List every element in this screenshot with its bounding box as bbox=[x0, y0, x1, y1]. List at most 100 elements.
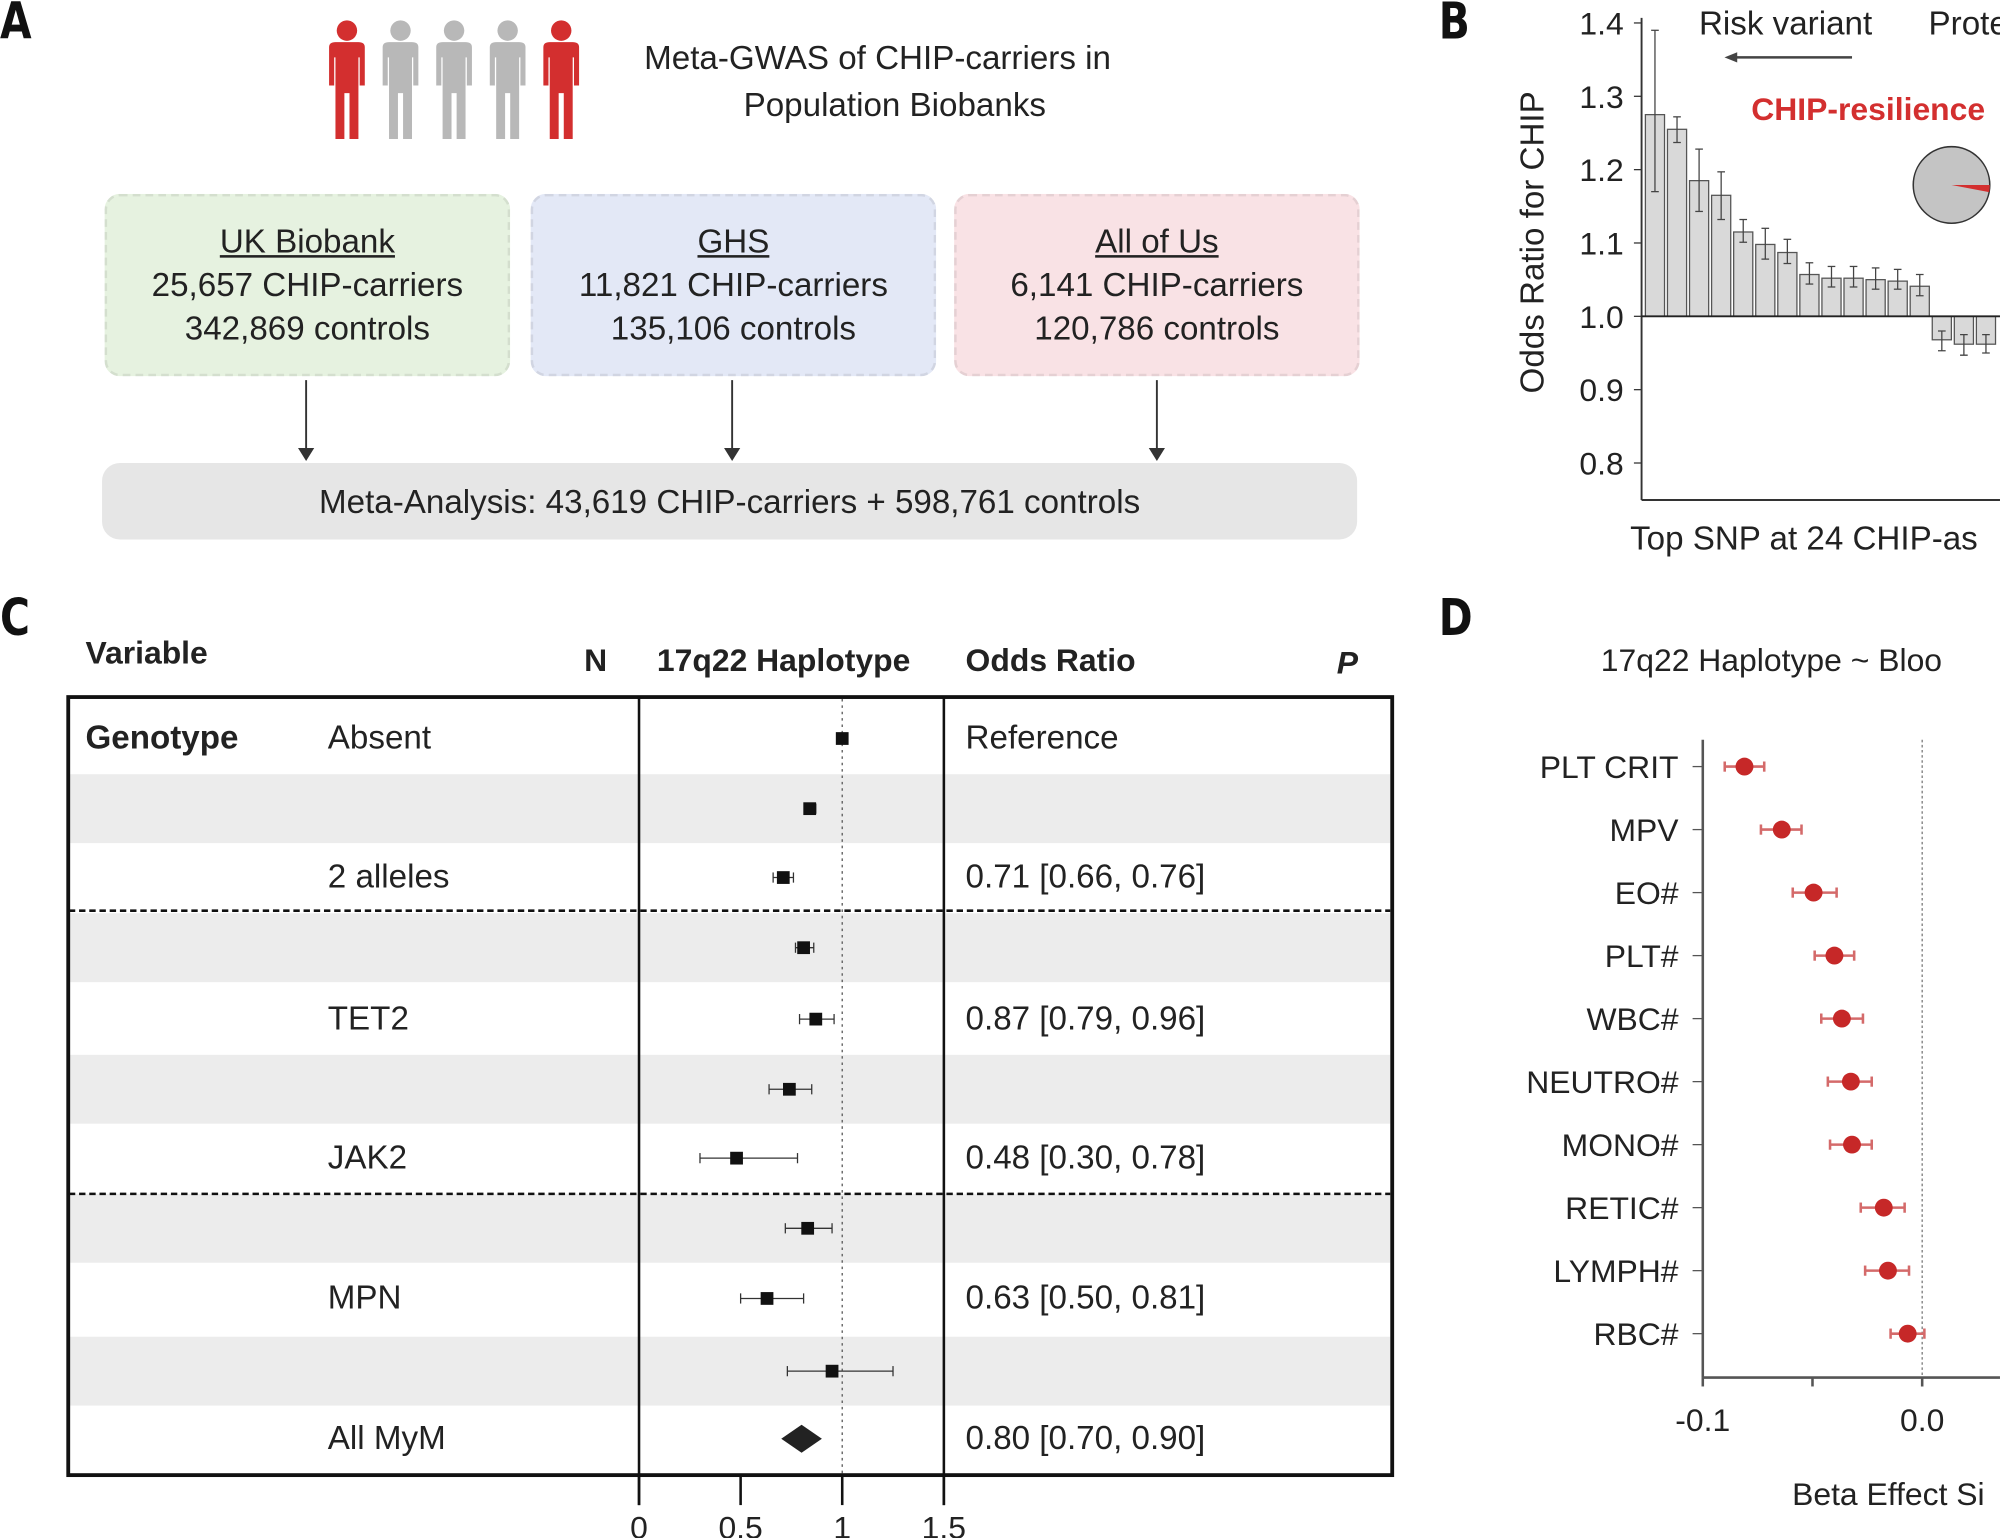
header-variable: Variable bbox=[85, 635, 208, 671]
panel-c-label: C bbox=[0, 589, 30, 648]
cohort-box-ghs: GHS 11,821 CHIP-carriers 135,106 control… bbox=[530, 193, 937, 377]
y-tick-label: 1.3 bbox=[1579, 79, 1623, 115]
panel-a-title-line-1: Meta-GWAS of CHIP-carriers in bbox=[644, 38, 1111, 77]
x-tick-label: 1 bbox=[833, 1509, 851, 1538]
bar bbox=[1733, 231, 1754, 317]
y-tick-label: 0.9 bbox=[1579, 372, 1623, 408]
row-odds-ratio: 0.80 [0.70, 0.90] bbox=[965, 1418, 1206, 1457]
panel-b-label: B bbox=[1438, 0, 1470, 52]
point-estimate bbox=[835, 732, 849, 745]
person-head bbox=[443, 20, 465, 41]
person-body bbox=[436, 42, 472, 140]
cohort-name: All of Us bbox=[1095, 221, 1219, 261]
effect-point bbox=[1735, 757, 1754, 776]
summary-diamond bbox=[781, 1424, 822, 1453]
row-label: Absent bbox=[327, 718, 432, 757]
point-estimate bbox=[783, 1082, 796, 1096]
y-tick-label: 1.2 bbox=[1579, 152, 1623, 188]
y-tick-label: EO# bbox=[1615, 875, 1679, 911]
panel-b-bar-chart: 1.4 1.3 1.2 1.1 1.0 0.9 0.8 Odds Ratio for CHIP… bbox=[1514, 5, 2000, 558]
person-head bbox=[497, 20, 518, 41]
row-odds-ratio: 0.87 [0.79, 0.96] bbox=[965, 998, 1206, 1037]
cohort-name: GHS bbox=[697, 221, 770, 261]
forest-plot: 0 0.5 1 1.5 bbox=[66, 695, 1395, 1538]
y-tick-label: MPV bbox=[1609, 812, 1679, 848]
y-tick-label: WBC# bbox=[1586, 1001, 1678, 1037]
effect-point bbox=[1841, 1072, 1860, 1091]
arrowhead bbox=[724, 448, 741, 461]
person-icon bbox=[382, 20, 419, 140]
point-estimate bbox=[797, 941, 810, 955]
cohort-controls: 342,869 controls bbox=[184, 308, 431, 347]
person-icon bbox=[436, 20, 472, 140]
person-icon bbox=[543, 20, 580, 140]
row-label: TET2 bbox=[327, 998, 409, 1037]
row-shading bbox=[68, 1193, 1391, 1263]
arrowhead bbox=[1724, 52, 1738, 63]
effect-point bbox=[1804, 883, 1823, 902]
effect-point bbox=[1898, 1324, 1917, 1343]
effect-point bbox=[1772, 820, 1791, 839]
person-body bbox=[382, 42, 419, 140]
y-tick-label: 1.0 bbox=[1579, 299, 1623, 335]
x-tick-label: 1.5 bbox=[922, 1509, 966, 1538]
cohort-box-all-of-us: All of Us 6,141 CHIP-carriers 120,786 co… bbox=[954, 193, 1360, 377]
cohort-carriers: 25,657 CHIP-carriers bbox=[151, 265, 464, 304]
pie-slice-resilience bbox=[1951, 184, 1990, 193]
y-tick-label: RETIC# bbox=[1565, 1190, 1679, 1226]
row-shading bbox=[68, 1054, 1391, 1124]
person-icon bbox=[329, 20, 365, 140]
row-shading bbox=[68, 774, 1391, 844]
person-body bbox=[543, 42, 580, 140]
row-odds-ratio: Reference bbox=[965, 718, 1119, 757]
x-tick-label: 0.0 bbox=[1900, 1402, 1944, 1438]
bar bbox=[1666, 128, 1688, 317]
point-estimate bbox=[803, 802, 817, 816]
person-icon bbox=[489, 20, 526, 140]
protective-label: Prote bbox=[1929, 5, 2000, 42]
row-group-label: Genotype bbox=[85, 718, 239, 757]
header-odds-ratio: Odds Ratio bbox=[965, 642, 1136, 679]
arrowhead bbox=[1148, 448, 1165, 461]
header-p: P bbox=[1336, 645, 1359, 682]
y-tick-label: 0.8 bbox=[1579, 445, 1623, 481]
effect-point bbox=[1874, 1198, 1893, 1217]
meta-analysis-box: Meta-Analysis: 43,619 CHIP-carriers + 59… bbox=[102, 463, 1358, 540]
point-estimate bbox=[776, 871, 790, 884]
x-tick-label: 0.5 bbox=[718, 1509, 762, 1538]
header-n: N bbox=[584, 642, 608, 679]
table-border bbox=[66, 695, 1395, 1478]
effect-point bbox=[1825, 946, 1844, 965]
header-haplotype: 17q22 Haplotype bbox=[656, 642, 911, 679]
effect-point bbox=[1843, 1135, 1861, 1154]
row-label: All MyM bbox=[327, 1418, 446, 1457]
risk-variant-label: Risk variant bbox=[1699, 5, 1872, 42]
y-tick-label: 1.4 bbox=[1579, 5, 1623, 41]
y-tick-label: PLT CRIT bbox=[1540, 749, 1679, 785]
y-tick-label: PLT# bbox=[1605, 938, 1679, 974]
effect-point bbox=[1832, 1009, 1851, 1028]
y-tick-label: RBC# bbox=[1594, 1316, 1679, 1352]
point-estimate bbox=[809, 1012, 823, 1026]
point-estimate bbox=[825, 1364, 839, 1378]
row-odds-ratio: 0.71 [0.66, 0.76] bbox=[965, 857, 1206, 896]
y-axis-label: Odds Ratio for CHIP bbox=[1514, 91, 1551, 393]
row-label: 2 alleles bbox=[327, 857, 450, 896]
panel-d-label: D bbox=[1438, 589, 1473, 648]
y-tick-label: LYMPH# bbox=[1553, 1253, 1678, 1289]
chip-resilience-label: CHIP-resilience bbox=[1751, 91, 1985, 127]
person-head bbox=[336, 20, 358, 41]
person-body bbox=[329, 42, 365, 140]
point-estimate bbox=[801, 1221, 815, 1235]
row-odds-ratio: 0.48 [0.30, 0.78] bbox=[965, 1137, 1206, 1177]
person-body bbox=[489, 42, 526, 140]
point-estimate bbox=[730, 1151, 743, 1165]
cohort-controls: 120,786 controls bbox=[1034, 308, 1280, 347]
arrowhead bbox=[298, 448, 315, 461]
y-tick-label: NEUTRO# bbox=[1526, 1064, 1679, 1100]
cohort-arrows bbox=[298, 380, 1165, 461]
person-head bbox=[551, 20, 572, 41]
x-tick-label: -0.1 bbox=[1675, 1402, 1730, 1438]
row-label: JAK2 bbox=[327, 1137, 408, 1177]
